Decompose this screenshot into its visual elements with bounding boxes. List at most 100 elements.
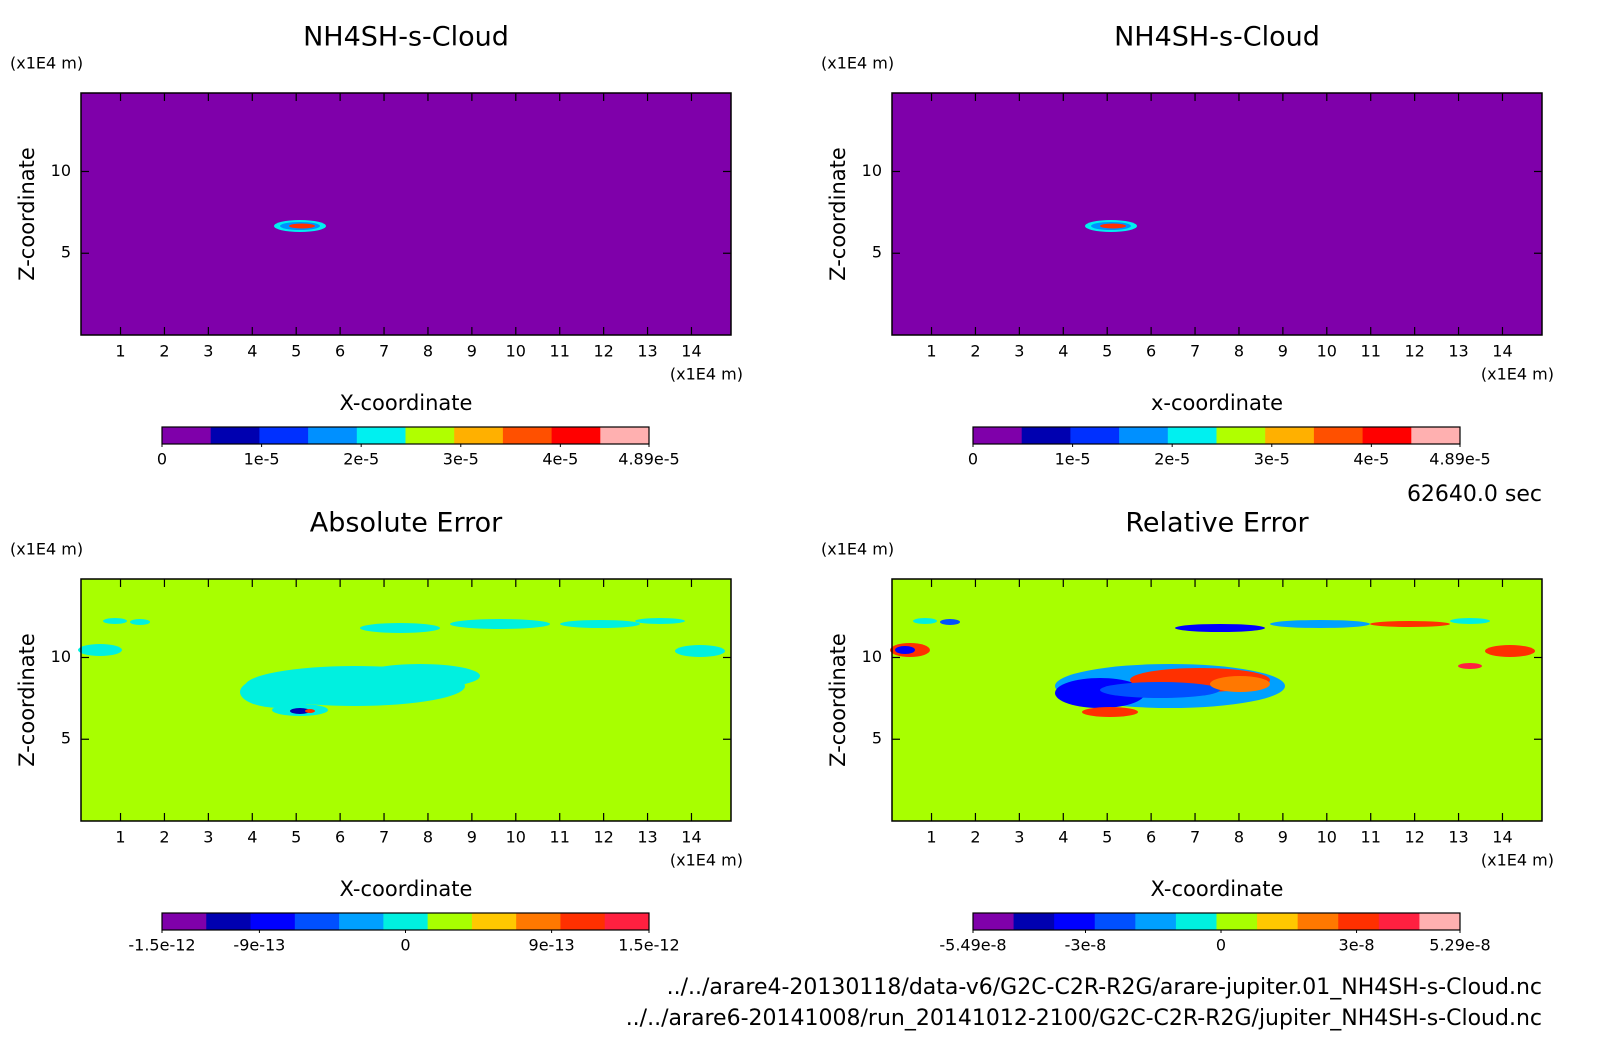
- colorbar-tick-label: -5.49e-8: [939, 936, 1006, 955]
- x-tick-label: 8: [1234, 828, 1244, 847]
- colorbar-segment: [454, 427, 504, 444]
- x-tick-label: 4: [247, 828, 257, 847]
- colorbar-frame: [972, 912, 1461, 931]
- x-tick-label: 6: [335, 828, 345, 847]
- plot-frame: [891, 92, 1543, 336]
- colorbar-segment: [210, 427, 260, 444]
- x-tick-label: 3: [203, 828, 213, 847]
- x-tick-label: 12: [593, 342, 613, 361]
- colorbar-segment: [259, 427, 309, 444]
- y-axis-label: Z-coordinate: [15, 633, 39, 767]
- colorbar-tick-label: 1e-5: [244, 450, 280, 469]
- colorbar-segment: [1167, 427, 1217, 444]
- x-axis-label: x-coordinate: [1151, 391, 1283, 415]
- x-axis-label: X-coordinate: [340, 391, 473, 415]
- colorbar-segment: [502, 427, 553, 444]
- x-tick-label: 5: [1102, 828, 1112, 847]
- x-unit: (x1E4 m): [1481, 365, 1554, 384]
- colorbar-segment: [600, 427, 650, 444]
- cloud-blob: [1085, 220, 1137, 232]
- file-path: ../../arare4-20130118/data-v6/G2C-C2R-R2…: [667, 975, 1542, 1000]
- colorbar-segment: [339, 913, 384, 930]
- colorbar-tick-label: 4.89e-5: [618, 450, 679, 469]
- colorbar-tick-label: 4e-5: [1353, 450, 1389, 469]
- colorbar-segment: [1257, 913, 1299, 930]
- contour-fields: [78, 220, 1535, 717]
- x-tick-label: 3: [1014, 828, 1024, 847]
- colorbar-tick-label: -3e-8: [1065, 936, 1107, 955]
- x-tick-label: 3: [203, 342, 213, 361]
- colorbar-tick-label: 5.29e-8: [1429, 936, 1490, 955]
- colorbar-segment: [162, 427, 212, 444]
- colorbar-segment: [973, 427, 1023, 444]
- colorbar-segment: [1297, 913, 1339, 930]
- y-unit: (x1E4 m): [10, 54, 83, 73]
- colorbar-segment: [1021, 427, 1071, 444]
- colorbar-segment: [1419, 913, 1461, 930]
- colorbar-segment: [1411, 427, 1461, 444]
- colorbar-segment: [1135, 913, 1177, 930]
- colorbar-segment: [1338, 913, 1380, 930]
- colorbar-tick-label: 3e-8: [1339, 936, 1375, 955]
- x-tick-label: 2: [159, 342, 169, 361]
- x-tick-label: 6: [1146, 828, 1156, 847]
- colorbar-segment: [1362, 427, 1412, 444]
- colorbar-segment: [1013, 913, 1055, 930]
- x-unit: (x1E4 m): [670, 365, 743, 384]
- colorbar-segment: [405, 427, 455, 444]
- colorbar-segment: [1175, 913, 1217, 930]
- x-tick-label: 7: [1190, 342, 1200, 361]
- colorbar-segment: [551, 427, 601, 444]
- x-tick-label: 12: [1404, 342, 1424, 361]
- x-tick-label: 13: [1448, 342, 1468, 361]
- x-tick-label: 6: [335, 342, 345, 361]
- y-tick-label: 5: [872, 243, 882, 262]
- error-patches: [78, 618, 725, 716]
- x-tick-label: 9: [1278, 828, 1288, 847]
- x-tick-label: 10: [506, 828, 526, 847]
- chart-title: NH4SH-s-Cloud: [303, 22, 509, 53]
- time-label: 62640.0 sec: [1407, 482, 1542, 507]
- colorbar-segment: [294, 913, 340, 930]
- plot-frame: [80, 92, 732, 336]
- x-tick-label: 10: [1317, 828, 1337, 847]
- plot-frame: [80, 578, 732, 822]
- colorbar-segment: [471, 913, 517, 930]
- y-tick-label: 5: [61, 243, 71, 262]
- colorbar-tick-label: 0: [400, 936, 410, 955]
- y-axis-label: Z-coordinate: [15, 147, 39, 281]
- x-tick-label: 11: [550, 828, 570, 847]
- colorbar-segment: [427, 913, 473, 930]
- x-tick-label: 1: [926, 828, 936, 847]
- x-tick-label: 1: [115, 342, 125, 361]
- colorbar-segment: [1054, 913, 1096, 930]
- colorbar-segment: [973, 913, 1015, 930]
- colorbar-segment: [250, 913, 296, 930]
- colorbar-tick-label: 0: [968, 450, 978, 469]
- colorbar-segment: [1265, 427, 1315, 444]
- contour-field: [892, 93, 1542, 335]
- x-tick-label: 4: [1058, 342, 1068, 361]
- x-tick-label: 13: [637, 828, 657, 847]
- colorbar-segment: [356, 427, 406, 444]
- y-unit: (x1E4 m): [821, 540, 894, 559]
- colorbar-segment: [308, 427, 358, 444]
- colorbar-tick-label: 0: [157, 450, 167, 469]
- y-tick-label: 10: [862, 647, 882, 666]
- y-tick-label: 5: [61, 729, 71, 748]
- y-tick-label: 10: [862, 161, 882, 180]
- colorbar-segment: [1119, 427, 1169, 444]
- colorbar-frame: [972, 426, 1461, 445]
- x-tick-label: 11: [1361, 342, 1381, 361]
- x-tick-label: 4: [247, 342, 257, 361]
- colorbar-segment: [383, 913, 429, 930]
- colorbar-tick-label: 4e-5: [542, 450, 578, 469]
- colorbar-segment: [1378, 913, 1420, 930]
- x-tick-label: 8: [423, 342, 433, 361]
- colorbar-segment: [516, 913, 561, 930]
- x-tick-label: 14: [681, 342, 701, 361]
- x-tick-label: 5: [291, 342, 301, 361]
- y-tick-label: 10: [51, 647, 71, 666]
- contour-field: [81, 93, 731, 335]
